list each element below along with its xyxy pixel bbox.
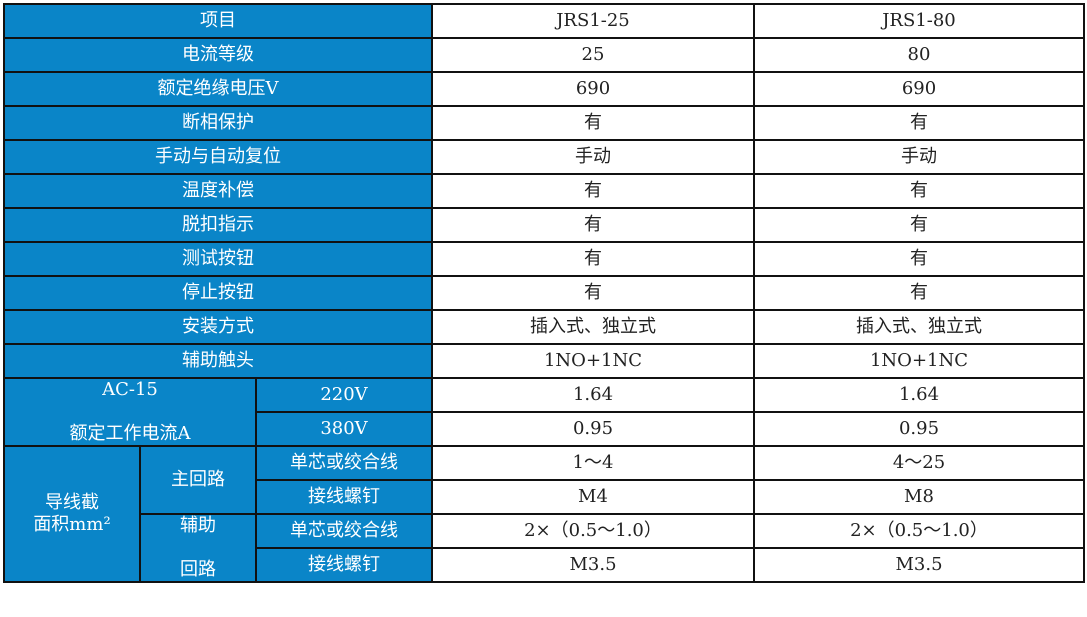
table-row: 接线螺钉 M3.5 M3.5 xyxy=(4,547,1085,583)
aux-label-line1: 辅助 xyxy=(180,515,216,536)
cell: 有 xyxy=(753,241,1085,277)
cell: 有 xyxy=(431,275,755,311)
table-row: 测试按钮 有 有 xyxy=(3,241,1085,277)
cell: 有 xyxy=(753,105,1085,141)
cell: 手动 xyxy=(753,139,1085,175)
row-label: 接线螺钉 xyxy=(255,479,433,515)
row-label: 电流等级 xyxy=(3,37,433,73)
row-label: 断相保护 xyxy=(3,105,433,141)
table-row: 导线截 面积mm² 主回路 单芯或绞合线 1～4 4～25 xyxy=(3,445,1085,583)
cell: 4～25 xyxy=(753,445,1085,481)
table-row: 停止按钮 有 有 xyxy=(3,275,1085,311)
table-row: 辅助触头 1NO+1NC 1NO+1NC xyxy=(3,343,1085,379)
table-row: 温度补偿 有 有 xyxy=(3,173,1085,209)
row-label: 温度补偿 xyxy=(3,173,433,209)
wire-label-line1: 导线截 xyxy=(45,492,99,513)
cell: 80 xyxy=(753,37,1085,73)
cell: 有 xyxy=(431,105,755,141)
cell: 1.64 xyxy=(753,377,1085,413)
cell: 有 xyxy=(753,207,1085,243)
cell: 有 xyxy=(753,275,1085,311)
row-label: 手动与自动复位 xyxy=(3,139,433,175)
cell: M3.5 xyxy=(753,547,1085,583)
main-circuit-label: 主回路 xyxy=(139,445,257,515)
row-label: 辅助触头 xyxy=(3,343,433,379)
cell: M4 xyxy=(431,479,755,515)
cell: 手动 xyxy=(431,139,755,175)
cell: 有 xyxy=(431,173,755,209)
cell: 1NO+1NC xyxy=(431,343,755,379)
header-model: JRS1-25 xyxy=(431,3,755,39)
cell: 25 xyxy=(431,37,755,73)
cell: 2×（0.5～1.0） xyxy=(431,513,755,549)
cell: 0.95 xyxy=(431,411,755,447)
cell: 有 xyxy=(753,173,1085,209)
cell: 1.64 xyxy=(431,377,755,413)
ac15-label: AC-15 额定工作电流A xyxy=(3,377,257,447)
wire-label: 导线截 面积mm² xyxy=(3,445,141,583)
cell: 插入式、独立式 xyxy=(753,309,1085,345)
row-label: 380V xyxy=(255,411,433,447)
header-row: 项目 JRS1-25 JRS1-80 xyxy=(3,3,1085,39)
table-row: 接线螺钉 M4 M8 xyxy=(4,479,1085,515)
header-model: JRS1-80 xyxy=(753,3,1085,39)
cell: 有 xyxy=(431,207,755,243)
table-row: 电流等级 25 80 xyxy=(3,37,1085,73)
wire-label-line2: 面积mm² xyxy=(33,514,111,535)
row-label: 额定绝缘电压V xyxy=(3,71,433,107)
ac15-label-line2: 额定工作电流A xyxy=(69,423,191,444)
table-row: 额定绝缘电压V 690 690 xyxy=(3,71,1085,107)
cell: 2×（0.5～1.0） xyxy=(753,513,1085,549)
table-row: 断相保护 有 有 xyxy=(3,105,1085,141)
ac15-label-line1: AC-15 xyxy=(102,379,158,400)
cell: 1NO+1NC xyxy=(753,343,1085,379)
table-row: 手动与自动复位 手动 手动 xyxy=(3,139,1085,175)
table-row: 安装方式 插入式、独立式 插入式、独立式 xyxy=(3,309,1085,345)
cell: 690 xyxy=(753,71,1085,107)
row-label: 220V xyxy=(255,377,433,413)
row-label: 单芯或绞合线 xyxy=(255,513,433,549)
cell: 690 xyxy=(431,71,755,107)
cell: 有 xyxy=(431,241,755,277)
aux-label-line2: 回路 xyxy=(180,559,216,580)
cell: 0.95 xyxy=(753,411,1085,447)
row-label: 停止按钮 xyxy=(3,275,433,311)
row-label: 测试按钮 xyxy=(3,241,433,277)
header-item: 项目 xyxy=(3,3,433,39)
row-label: 接线螺钉 xyxy=(255,547,433,583)
table-row: 脱扣指示 有 有 xyxy=(3,207,1085,243)
table-row: AC-15 额定工作电流A 220V 1.64 1.64 xyxy=(3,377,1085,447)
aux-circuit-label: 辅助 回路 xyxy=(139,513,257,583)
table-row: 辅助 回路 单芯或绞合线 2×（0.5～1.0） 2×（0.5～1.0） xyxy=(4,513,1085,583)
cell: 插入式、独立式 xyxy=(431,309,755,345)
cell: 1～4 xyxy=(431,445,755,481)
row-label: 脱扣指示 xyxy=(3,207,433,243)
table-row: 380V 0.95 0.95 xyxy=(4,411,1085,447)
row-label: 安装方式 xyxy=(3,309,433,345)
cell: M3.5 xyxy=(431,547,755,583)
row-label: 单芯或绞合线 xyxy=(255,445,433,481)
cell: M8 xyxy=(753,479,1085,515)
spec-table: 项目 JRS1-25 JRS1-80 电流等级 25 80 额定绝缘电压V 690… xyxy=(3,3,1085,583)
